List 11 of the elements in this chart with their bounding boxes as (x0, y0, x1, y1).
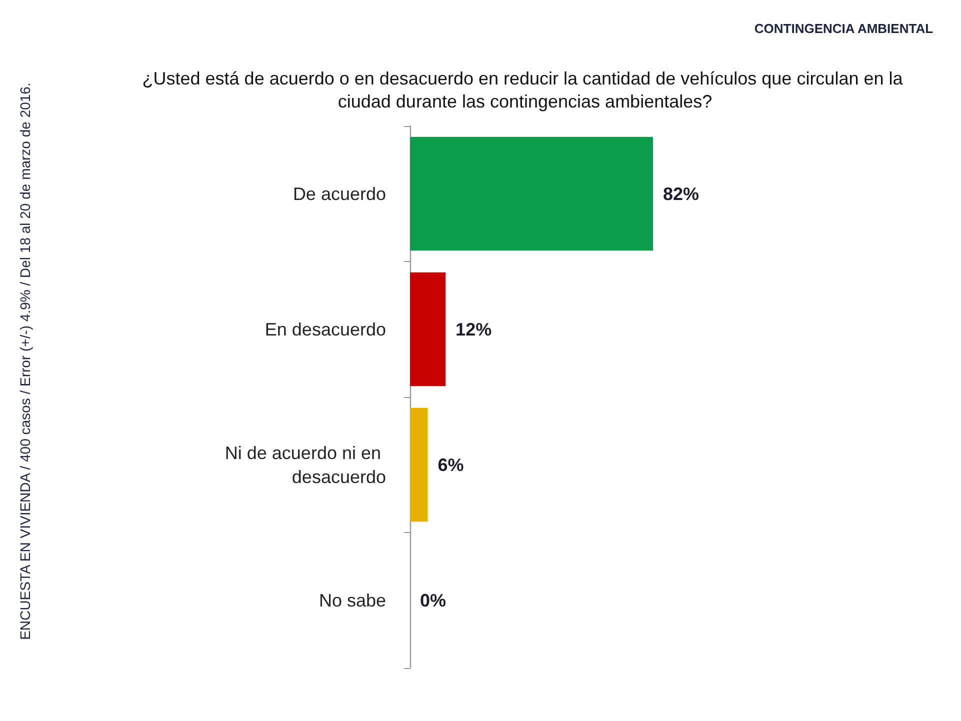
y-tick-label: De acuerdo (292, 184, 386, 204)
text: CONTINGENCIA AMBIENTAL (754, 21, 934, 36)
data-label: 82% (663, 184, 700, 204)
text: ENCUESTA EN VIVIENDA / 400 casos / Error (+/-) 4.9% / Del 18 al 20 de marzo de 2016. (17, 82, 33, 640)
data-label: 0% (420, 590, 446, 610)
y-tick-label: Ni de acuerdo ni en desacuerdo (224, 442, 386, 487)
y-tick-label: En desacuerdo (264, 319, 386, 340)
y-tick-label: No sabe (318, 590, 386, 610)
data-label: 6% (438, 454, 464, 475)
data-label: 12% (456, 319, 492, 340)
chart-title: ¿Usted está de acuerdo o en desacuerdo en reducir la cantidad de vehículos que circulan en la ciudad durante las contingencias ambientales? (142, 68, 908, 112)
